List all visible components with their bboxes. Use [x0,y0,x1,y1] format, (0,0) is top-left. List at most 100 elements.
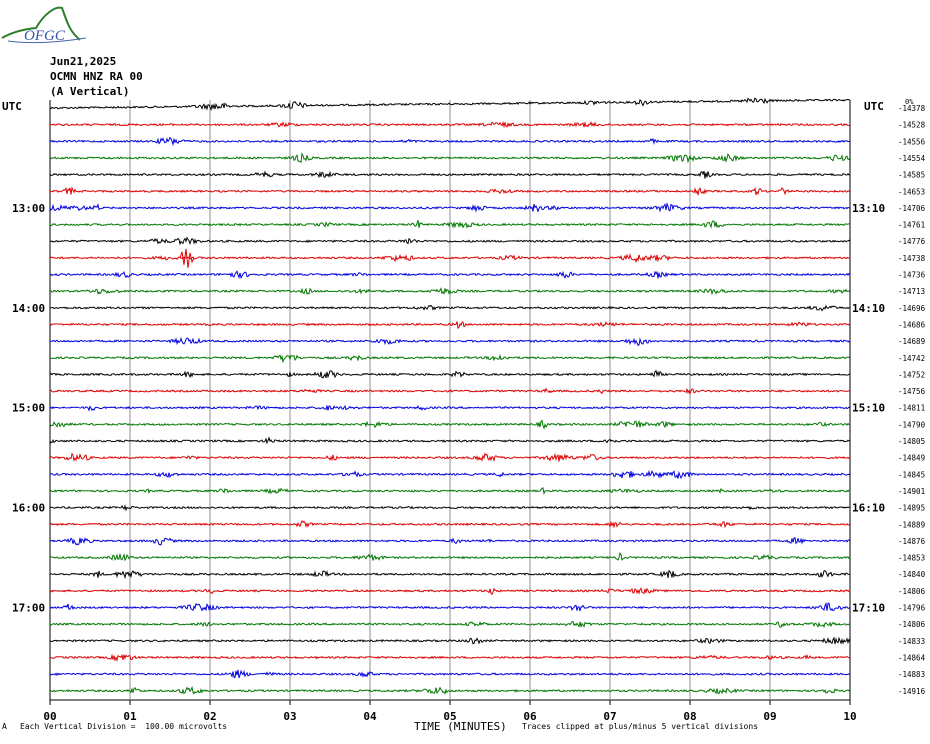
right-time-label: 14:10 [852,302,885,315]
x-tick-label: 10 [843,710,856,723]
x-tick-label: 06 [523,710,537,723]
trace-mean-label: -14752 [898,370,925,379]
seismic-trace [49,170,851,179]
x-tick-label: 00 [43,710,56,723]
x-tick-label: 08 [683,710,696,723]
right-timezone-label: UTC [864,100,884,113]
trace-mean-label: -14556 [898,137,926,146]
trace-mean-label: -14876 [898,537,926,546]
seismic-trace [49,504,851,512]
trace-mean-label: -14696 [898,304,926,313]
chart-date: Jun21,2025 [50,55,117,68]
seismic-trace [49,220,851,229]
x-tick-label: 02 [203,710,216,723]
trace-mean-label: -14796 [898,604,926,613]
trace-mean-label: -14528 [898,121,926,130]
x-tick-label: 03 [283,710,296,723]
seismic-trace [49,487,850,495]
trace-mean-label: -14845 [898,470,925,479]
seismic-trace [49,387,851,396]
left-time-label: 15:00 [12,402,45,415]
seismic-trace [49,136,851,147]
label-layer: 00 01 02 03 04 05 06 07 08 09 10 -14378 -14528 -14556… [12,98,926,723]
left-time-label: 16:00 [12,502,45,515]
seismic-trace [49,452,851,463]
trace-mean-label: -14776 [898,237,926,246]
trace-mean-label: -14805 [898,437,925,446]
seismic-trace [49,636,851,645]
trace-mean-label: -14378 [898,104,926,113]
seismic-trace [49,202,851,213]
trace-mean-label: -14686 [898,320,926,329]
x-tick-label: 07 [603,710,616,723]
trace-mean-label: -14806 [898,620,926,629]
trace-mean-label: -14736 [898,271,926,280]
seismic-trace [49,419,851,430]
seismic-trace [49,551,851,562]
seismic-event-spike [179,248,195,268]
seismic-trace [49,152,851,164]
seismic-trace [49,436,851,445]
trace-mean-label: -14790 [898,420,926,429]
seismic-trace [49,653,850,662]
trace-mean-label: -14883 [898,670,925,679]
seismic-trace [49,269,851,280]
trace-mean-label: -14864 [898,653,926,662]
trace-mean-label: -14713 [898,287,925,296]
seismic-trace [49,569,851,580]
seismic-trace [49,120,851,129]
trace-mean-label: -14833 [898,637,925,646]
seismic-trace [49,685,851,695]
trace-mean-label: -14742 [898,354,925,363]
right-time-label: 13:10 [852,202,885,215]
ofgc-logo: OFGC [1,6,87,44]
trace-layer [49,97,851,695]
trace-mean-label: -14840 [898,570,926,579]
trace-mean-label: -14554 [898,154,926,163]
logo-swoosh [1,6,81,41]
seismic-trace [49,620,850,629]
seismic-trace [49,97,850,112]
trace-mean-label: -14806 [898,587,926,596]
trace-mean-label: -14706 [898,204,926,213]
station-code: OCMN HNZ RA 00 [50,70,143,83]
seismic-trace [49,369,851,379]
seismic-trace [50,304,851,312]
trace-mean-label: -14901 [898,487,925,496]
logo-text: OFGC [24,28,66,44]
seismic-trace [49,537,851,546]
seismic-trace [49,186,851,196]
left-time-label: 14:00 [12,302,45,315]
trace-mean-label: -14889 [898,520,925,529]
trace-mean-label: -14756 [898,387,926,396]
x-tick-label: 09 [763,710,776,723]
scale-note: Each Vertical Division = 100.00 microvol… [20,722,228,731]
trace-mean-label: -14916 [898,687,926,696]
left-time-label: 13:00 [12,202,45,215]
x-tick-label: 01 [123,710,137,723]
trace-mean-label: -14738 [898,254,926,263]
seismic-trace [49,669,851,679]
top-right-scale-label: 0% [905,98,914,106]
seismic-trace [49,587,851,596]
x-tick-label: 05 [443,710,456,723]
logo-underline [7,37,87,44]
x-axis-title: TIME (MINUTES) [414,720,507,733]
trace-mean-label: -14811 [898,404,925,413]
clip-note: Traces clipped at plus/minus 5 vertical … [522,722,759,731]
trace-mean-label: -14895 [898,504,925,513]
seismic-trace [49,236,851,246]
trace-mean-label: -14653 [898,187,925,196]
footer-mark: A [2,722,7,731]
right-time-label: 17:10 [852,602,885,615]
right-time-label: 16:10 [852,502,885,515]
trace-mean-label: -14761 [898,221,925,230]
left-timezone-label: UTC [2,100,22,113]
seismic-trace [49,287,851,296]
left-time-label: 17:00 [12,602,45,615]
component-label: (A Vertical) [50,85,130,98]
seismic-trace [49,520,851,529]
trace-mean-label: -14585 [898,171,925,180]
seismic-trace [49,469,851,480]
